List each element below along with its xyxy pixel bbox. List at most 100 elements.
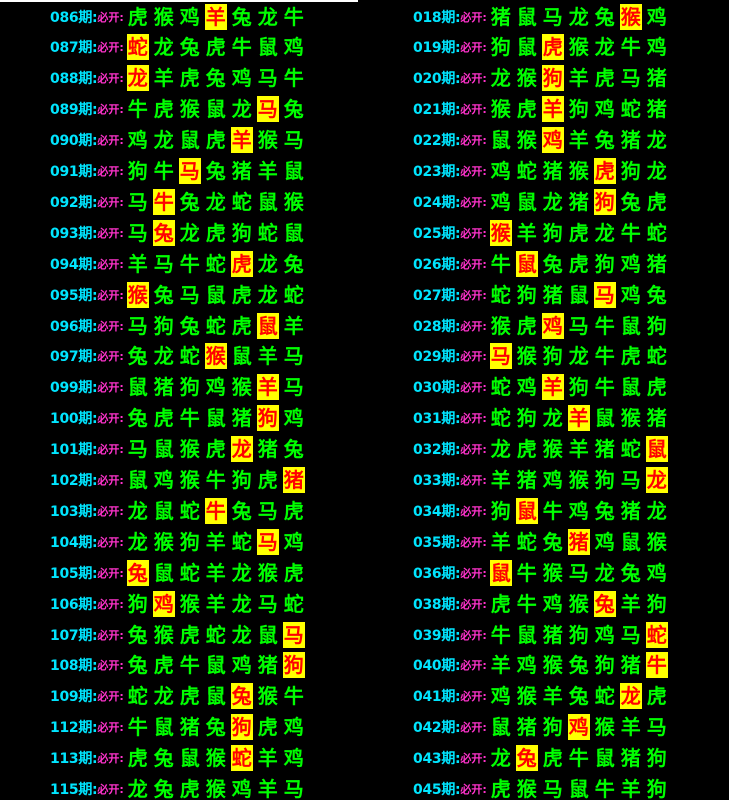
zodiac-item: 猴 — [594, 715, 615, 740]
period-label: 031期: — [413, 411, 461, 428]
zodiac-item: 龙 — [568, 4, 589, 29]
top-divider — [0, 0, 358, 2]
zodiac-item: 鼠 — [620, 529, 641, 554]
zodiac-item: 虎 — [127, 746, 148, 771]
zodiac-item: 狗 — [179, 529, 200, 554]
zodiac-highlighted: 虎 — [593, 158, 616, 184]
zodiac-highlighted: 兔 — [515, 745, 538, 772]
must-open-tag: 必开: — [97, 41, 124, 55]
period-row: 097期: 必开: 兔龙蛇猴鼠羊马 — [50, 341, 307, 372]
zodiac-item: 兔 — [127, 344, 148, 369]
must-open-tag: 必开: — [97, 103, 124, 117]
zodiac-item: 龙 — [153, 128, 174, 153]
period-label: 094期: — [50, 256, 98, 273]
zodiac-item: 鼠 — [516, 35, 537, 60]
zodiac-item: 猪 — [516, 715, 537, 740]
zodiac-item: 猴 — [542, 560, 563, 585]
must-open-tag: 必开: — [97, 350, 124, 364]
must-open-tag: 必开: — [460, 628, 487, 642]
zodiac-item: 兔 — [179, 35, 200, 60]
period-row: 031期: 必开: 蛇狗龙羊鼠猴猪 — [413, 403, 670, 434]
zodiac-list: 马牛兔龙蛇鼠猴 — [125, 188, 307, 215]
zodiac-item: 猴 — [257, 684, 278, 709]
zodiac-item: 马 — [283, 375, 304, 400]
zodiac-item: 虎 — [205, 437, 226, 462]
zodiac-item: 兔 — [620, 189, 641, 214]
zodiac-item: 兔 — [205, 715, 226, 740]
zodiac-list: 马兔龙虎狗蛇鼠 — [125, 219, 307, 246]
zodiac-item: 猪 — [257, 653, 278, 678]
zodiac-item: 狗 — [568, 622, 589, 647]
zodiac-list: 龙鼠蛇牛兔马虎 — [125, 497, 307, 524]
period-label: 021期: — [413, 102, 461, 119]
zodiac-item: 牛 — [594, 313, 615, 338]
zodiac-item: 龙 — [257, 282, 278, 307]
zodiac-list: 虎牛鸡猴兔羊狗 — [488, 590, 670, 617]
zodiac-item: 蛇 — [646, 220, 667, 245]
period-row: 106期: 必开: 狗鸡猴羊龙马蛇 — [50, 588, 307, 619]
period-label: 115期: — [50, 782, 98, 798]
period-label: 032期: — [413, 442, 461, 459]
period-row: 091期: 必开: 狗牛马兔猪羊鼠 — [50, 156, 307, 187]
must-open-tag: 必开: — [460, 474, 487, 487]
zodiac-item: 马 — [127, 220, 148, 245]
zodiac-highlighted: 龙 — [230, 436, 253, 463]
zodiac-item: 狗 — [542, 220, 563, 245]
must-open-tag: 必开: — [460, 226, 487, 240]
zodiac-item: 猴 — [205, 777, 226, 800]
zodiac-item: 虎 — [516, 437, 537, 462]
period-row: 101期: 必开: 马鼠猴虎龙猪兔 — [50, 434, 307, 465]
period-row: 115期: 必开: 龙兔虎猴鸡羊马 — [50, 774, 307, 800]
must-open-tag: 必开: — [97, 597, 124, 611]
must-open-tag: 必开: — [97, 319, 124, 333]
zodiac-list: 龙兔虎牛鼠猪狗 — [488, 745, 670, 772]
period-row: 027期: 必开: 蛇狗猪鼠马鸡兔 — [413, 279, 670, 310]
period-row: 041期: 必开: 鸡猴羊兔蛇龙虎 — [413, 681, 670, 712]
zodiac-item: 鸡 — [620, 282, 641, 307]
period-label: 103期: — [50, 503, 98, 520]
zodiac-item: 羊 — [205, 560, 226, 585]
zodiac-highlighted: 牛 — [204, 497, 227, 524]
zodiac-highlighted: 鸡 — [152, 590, 175, 617]
zodiac-item: 兔 — [542, 529, 563, 554]
zodiac-list: 蛇龙兔虎牛鼠鸡 — [125, 34, 307, 61]
must-open-tag: 必开: — [460, 72, 487, 86]
zodiac-list: 鸡鼠龙猪狗兔虎 — [488, 188, 670, 215]
zodiac-item: 牛 — [283, 684, 304, 709]
zodiac-item: 龙 — [205, 189, 226, 214]
zodiac-item: 鸡 — [283, 35, 304, 60]
zodiac-item: 蛇 — [490, 282, 511, 307]
zodiac-item: 狗 — [568, 375, 589, 400]
zodiac-item: 龙 — [594, 220, 615, 245]
zodiac-item: 猴 — [257, 128, 278, 153]
zodiac-item: 虎 — [594, 66, 615, 91]
zodiac-list: 猴兔马鼠虎龙蛇 — [125, 281, 307, 308]
zodiac-item: 马 — [127, 313, 148, 338]
period-label: 089期: — [50, 102, 98, 119]
period-label: 038期: — [413, 596, 461, 613]
must-open-tag: 必开: — [460, 504, 487, 518]
period-label: 036期: — [413, 565, 461, 582]
zodiac-item: 鼠 — [205, 684, 226, 709]
must-open-tag: 必开: — [460, 350, 487, 364]
zodiac-item: 猪 — [620, 128, 641, 153]
zodiac-item: 狗 — [646, 591, 667, 616]
zodiac-item: 羊 — [490, 529, 511, 554]
zodiac-highlighted: 猪 — [567, 528, 590, 555]
must-open-tag: 必开: — [97, 659, 124, 673]
period-row: 094期: 必开: 羊马牛蛇虎龙兔 — [50, 248, 307, 279]
zodiac-item: 猪 — [646, 251, 667, 276]
period-row: 095期: 必开: 猴兔马鼠虎龙蛇 — [50, 279, 307, 310]
zodiac-item: 龙 — [153, 684, 174, 709]
zodiac-item: 鼠 — [127, 468, 148, 492]
zodiac-item: 兔 — [646, 282, 667, 307]
zodiac-item: 马 — [568, 560, 589, 585]
zodiac-item: 羊 — [568, 128, 589, 153]
zodiac-list: 牛虎猴鼠龙马兔 — [125, 96, 307, 123]
period-label: 090期: — [50, 133, 98, 150]
zodiac-item: 兔 — [127, 622, 148, 647]
must-open-tag: 必开: — [97, 195, 124, 209]
zodiac-list: 狗鼠虎猴龙牛鸡 — [488, 34, 670, 61]
zodiac-item: 虎 — [179, 622, 200, 647]
